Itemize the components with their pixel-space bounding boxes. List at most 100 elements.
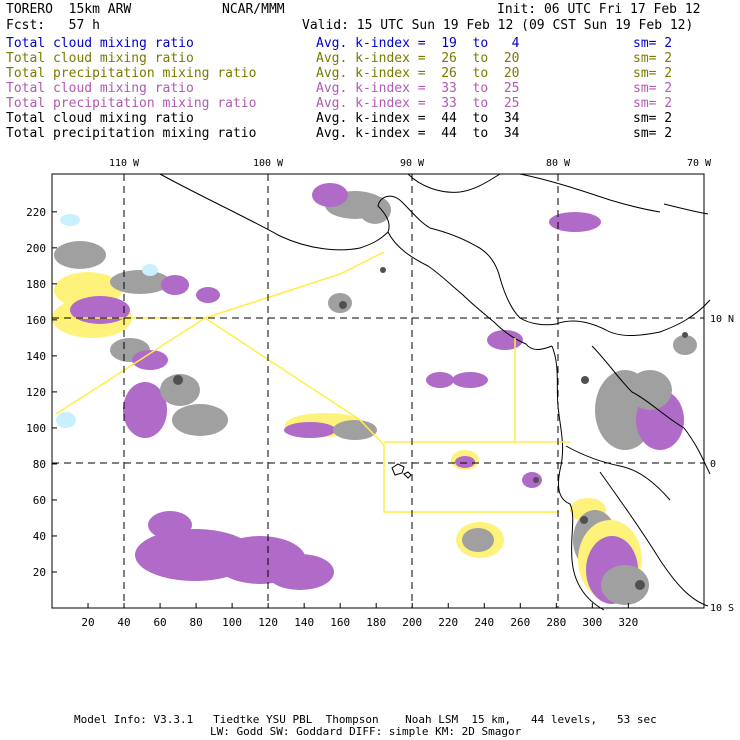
x-tick-label: 200 [402, 616, 422, 629]
y-tick-label: 100 [26, 422, 46, 435]
legend-field: Total precipitation mixing ratio [6, 126, 257, 141]
cloud-blob [487, 330, 523, 350]
cloud-blob [549, 212, 601, 232]
legend-field: Total cloud mixing ratio [6, 51, 194, 66]
cloud-blob [60, 214, 80, 226]
cloud-core [580, 516, 588, 524]
y-tick-label: 220 [26, 206, 46, 219]
x-tick-label: 60 [153, 616, 166, 629]
lon-label: 90 W [400, 158, 425, 169]
x-tick-label: 320 [618, 616, 638, 629]
x-tick-label: 260 [510, 616, 530, 629]
y-tick-labels: 20 40 60 80 100 120 140 160 180 200 220 [26, 206, 46, 579]
legend-kindex: Avg. k-index = 44 to 34 [316, 126, 520, 141]
y-tick-label: 200 [26, 242, 46, 255]
cloud-blob [172, 404, 228, 436]
x-tick-label: 280 [546, 616, 566, 629]
cloud-core [581, 376, 589, 384]
model-info: Model Info: V3.3.1 Tiedtke YSU PBL Thomp… [74, 713, 657, 726]
cloud-blob [628, 370, 672, 410]
valid-time: Valid: 15 UTC Sun 19 Feb 12 (09 CST Sun … [302, 18, 694, 33]
ecuador-border [565, 445, 671, 501]
cloud-blob [333, 420, 377, 440]
x-tick-label: 40 [117, 616, 130, 629]
y-tick-label: 60 [33, 494, 46, 507]
cloud-blob [452, 372, 488, 388]
x-tick-label: 160 [330, 616, 350, 629]
lat-labels: 10 N 0 10 S [710, 314, 734, 614]
cloud-blob [673, 335, 697, 355]
axis-ticks [52, 211, 629, 608]
lon-label: 70 W [687, 158, 712, 169]
y-tick-label: 140 [26, 350, 46, 363]
galapagos [391, 463, 412, 479]
south-america-north-coast [555, 299, 711, 336]
lat-label: 10 S [710, 603, 734, 614]
y-tick-label: 120 [26, 386, 46, 399]
cuba [519, 173, 661, 213]
cloud-blob [160, 374, 200, 406]
cloud-core [380, 267, 386, 273]
cloud-blob [196, 287, 220, 303]
x-tick-label: 240 [474, 616, 494, 629]
legend-field: Total cloud mixing ratio [6, 111, 194, 126]
mexico-coast [159, 173, 431, 251]
legend-sm: sm= 2 [633, 111, 673, 126]
x-tick-label: 140 [294, 616, 314, 629]
legend-field: Total precipitation mixing ratio [6, 96, 257, 111]
cloud-blob [284, 422, 336, 438]
cloud-blob [359, 196, 391, 224]
legend-sm: sm= 2 [633, 81, 673, 96]
flight-track [52, 251, 570, 513]
cloud-core [339, 301, 347, 309]
x-tick-label: 80 [189, 616, 202, 629]
graticule [52, 174, 704, 608]
legend-kindex: Avg. k-index = 26 to 20 [316, 66, 520, 81]
legend-kindex: Avg. k-index = 19 to 4 [316, 36, 520, 51]
cloud-blob [54, 241, 106, 269]
cloud-blob [142, 264, 158, 276]
hispaniola [663, 203, 709, 215]
cloud-blob [132, 350, 168, 370]
caribbean-coast [429, 227, 557, 326]
peru-border [599, 471, 709, 607]
init-time: Init: 06 UTC Fri 17 Feb 12 [497, 2, 701, 17]
cloud-core [635, 580, 645, 590]
map-frame [51, 173, 705, 609]
cloud-blob [266, 554, 334, 590]
x-tick-label: 180 [366, 616, 386, 629]
lat-label: 10 N [710, 314, 734, 325]
forecast-hour: Fcst: 57 h [6, 18, 100, 33]
legend-sm: sm= 2 [633, 51, 673, 66]
legend-kindex: Avg. k-index = 33 to 25 [316, 96, 520, 111]
yucatan [407, 173, 501, 193]
y-tick-label: 160 [26, 314, 46, 327]
cloud-blob [148, 511, 192, 539]
x-tick-label: 120 [258, 616, 278, 629]
x-tick-label: 300 [582, 616, 602, 629]
lon-label: 110 W [109, 158, 140, 169]
x-tick-label: 20 [81, 616, 94, 629]
legend-sm: sm= 2 [633, 66, 673, 81]
model-physics: LW: Godd SW: Goddard DIFF: simple KM: 2D… [210, 725, 522, 738]
legend-sm: sm= 2 [633, 36, 673, 51]
legend-kindex: Avg. k-index = 26 to 20 [316, 51, 520, 66]
cloud-blob [462, 528, 494, 552]
cloud-core [533, 477, 539, 483]
cloud-blob [161, 275, 189, 295]
colombia-border [591, 345, 711, 475]
cloud-blob [123, 382, 167, 438]
legend-field: Total cloud mixing ratio [6, 36, 194, 51]
cloud-blob [56, 412, 76, 428]
x-tick-labels: 20 40 60 80 100 120 140 160 180 200 220 240 260 280 30… [81, 616, 638, 629]
model-title: TORERO 15km ARW [6, 2, 132, 17]
cloud-field [52, 183, 697, 605]
central-america-pacific-coast [387, 231, 553, 350]
x-tick-label: 220 [438, 616, 458, 629]
y-tick-label: 40 [33, 530, 46, 543]
legend-field: Total cloud mixing ratio [6, 81, 194, 96]
legend-sm: sm= 2 [633, 96, 673, 111]
cloud-core [173, 375, 183, 385]
cloud-blob [426, 372, 454, 388]
